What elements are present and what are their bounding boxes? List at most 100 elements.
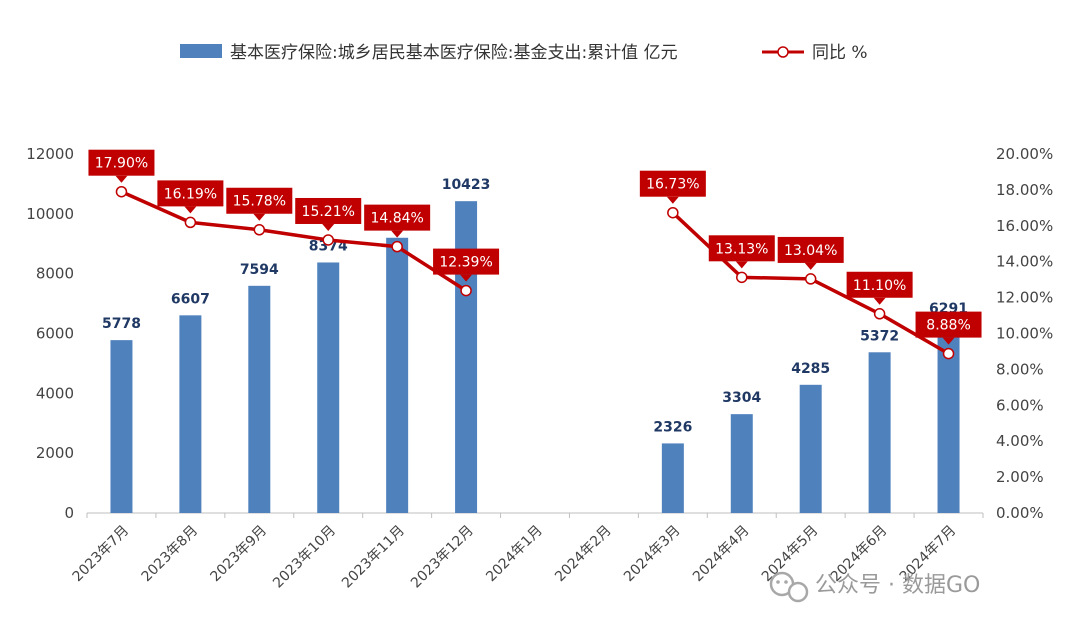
- bar: [179, 315, 202, 513]
- bar-data-label: 7594: [240, 262, 279, 278]
- x-tick-label: 2024年1月: [483, 523, 546, 586]
- line-point: [942, 347, 955, 360]
- x-tick-label: 2023年12月: [408, 523, 477, 592]
- line-data-label-box: [364, 204, 431, 231]
- line-data-label-pointer: [873, 297, 886, 305]
- line-data-label-pointer: [391, 230, 404, 238]
- y-right-tick-label: 12.00%: [996, 289, 1053, 307]
- y-left-tick-label: 10000: [26, 205, 74, 223]
- line-data-label-pointer: [184, 206, 197, 214]
- bar: [386, 237, 409, 513]
- line-point: [460, 284, 472, 297]
- line-data-label-box: [777, 236, 844, 263]
- line-data-label-pointer: [253, 213, 266, 221]
- line-data-label-pointer: [115, 175, 128, 183]
- y-right-tick-label: 18.00%: [996, 181, 1053, 199]
- line-point: [322, 234, 334, 246]
- y-left-tick-label: 12000: [26, 145, 74, 163]
- line-data-label: 17.90%: [95, 156, 148, 172]
- bars: [110, 201, 960, 513]
- watermark: 公众号 · 数据GO: [769, 571, 980, 603]
- line-data-label-box: [639, 170, 706, 197]
- y-right-tick-label: 16.00%: [996, 217, 1053, 235]
- bar: [248, 285, 271, 513]
- x-tick-label: 2024年2月: [552, 523, 615, 586]
- line-data-label-box: [88, 149, 155, 176]
- line-data-label: 13.04%: [784, 243, 837, 259]
- bar: [937, 324, 960, 513]
- line-point: [736, 271, 748, 284]
- line-point: [253, 223, 266, 236]
- line-data-label-box: [295, 197, 362, 224]
- y-right-tick-label: 8.00%: [996, 360, 1044, 378]
- bar-data-label: 6607: [171, 291, 210, 307]
- line-point: [115, 185, 128, 198]
- line-data-label-pointer: [804, 262, 817, 270]
- y-right-tick-label: 6.00%: [996, 396, 1044, 414]
- legend: 基本医疗保险:城乡居民基本医疗保险:基金支出:累计值 亿元 同比 %: [180, 43, 868, 63]
- line-data-label-pointer: [666, 196, 679, 204]
- bar: [730, 414, 753, 513]
- line-data-label: 12.39%: [439, 255, 492, 271]
- line-data-label: 15.21%: [302, 204, 355, 220]
- x-tick-label: 2024年3月: [621, 523, 684, 586]
- x-tick-label: 2023年9月: [208, 523, 271, 586]
- x-tick-label: 2023年7月: [70, 523, 133, 586]
- line-point: [391, 240, 403, 253]
- line-point: [873, 308, 886, 320]
- bar: [110, 340, 133, 513]
- y-right-tick-label: 4.00%: [996, 432, 1044, 450]
- line-data-label-pointer: [322, 223, 335, 231]
- line-labels: 17.90% 16.19% 15.78% 15.21% 14.84% 12.39% 16.7…: [88, 149, 982, 345]
- line-data-label: 14.84%: [370, 211, 423, 227]
- line-data-label: 16.73%: [646, 177, 699, 193]
- line-data-label-pointer: [942, 337, 955, 345]
- x-tick-label: 2023年10月: [270, 523, 339, 592]
- legend-bar-label: 基本医疗保险:城乡居民基本医疗保险:基金支出:累计值 亿元: [230, 43, 678, 63]
- x-tick-label: 2024年4月: [690, 523, 753, 586]
- x-tick-label: 2023年11月: [339, 523, 408, 592]
- line-data-label-box: [915, 311, 982, 338]
- y-left-tick-label: 4000: [36, 384, 74, 402]
- y-left-tick-label: 0: [64, 504, 74, 522]
- line-data-label-box: [846, 271, 913, 298]
- line-data-label-pointer: [460, 274, 473, 282]
- bar-data-label: 2326: [653, 419, 692, 435]
- legend-bar-swatch: [180, 44, 222, 58]
- bar-data-label: 5372: [860, 328, 899, 344]
- line-data-label: 8.88%: [926, 318, 970, 334]
- line-data-label: 13.13%: [715, 241, 768, 257]
- bar: [799, 384, 822, 513]
- legend-line-marker: [777, 46, 789, 58]
- line-data-label: 11.10%: [853, 278, 906, 294]
- bar: [455, 201, 478, 513]
- bar-data-label: 3304: [722, 390, 761, 406]
- line-point: [804, 273, 817, 285]
- line-data-label: 15.78%: [233, 194, 286, 210]
- bar: [661, 443, 684, 513]
- y-right-tick-label: 10.00%: [996, 325, 1053, 343]
- line-data-label-box: [708, 235, 775, 262]
- line-data-label-box: [433, 248, 500, 275]
- y-left-tick-label: 2000: [36, 444, 74, 462]
- bar: [868, 352, 891, 513]
- y-left-tick-label: 6000: [36, 325, 74, 343]
- y-right-tick-label: 20.00%: [996, 145, 1053, 163]
- bar-data-label: 5778: [102, 316, 141, 332]
- legend-line-label: 同比 %: [812, 43, 868, 63]
- y-right-tick-label: 2.00%: [996, 468, 1044, 486]
- line-point: [184, 216, 197, 229]
- line-data-label-box: [157, 180, 224, 207]
- watermark-text: 公众号 · 数据GO: [815, 573, 980, 598]
- y-left-tick-label: 8000: [36, 265, 74, 283]
- line-data-label-pointer: [735, 261, 748, 269]
- series-line: [120, 190, 468, 293]
- wechat-logo-icon: [769, 571, 809, 603]
- bar: [317, 262, 340, 513]
- line-data-label: 16.19%: [164, 186, 217, 202]
- bar-labels: 5778660775948374104232326330442855372629…: [102, 177, 968, 435]
- x-tick-label: 2023年8月: [139, 523, 202, 586]
- y-right-tick-label: 14.00%: [996, 253, 1053, 271]
- line-data-label-box: [226, 187, 293, 214]
